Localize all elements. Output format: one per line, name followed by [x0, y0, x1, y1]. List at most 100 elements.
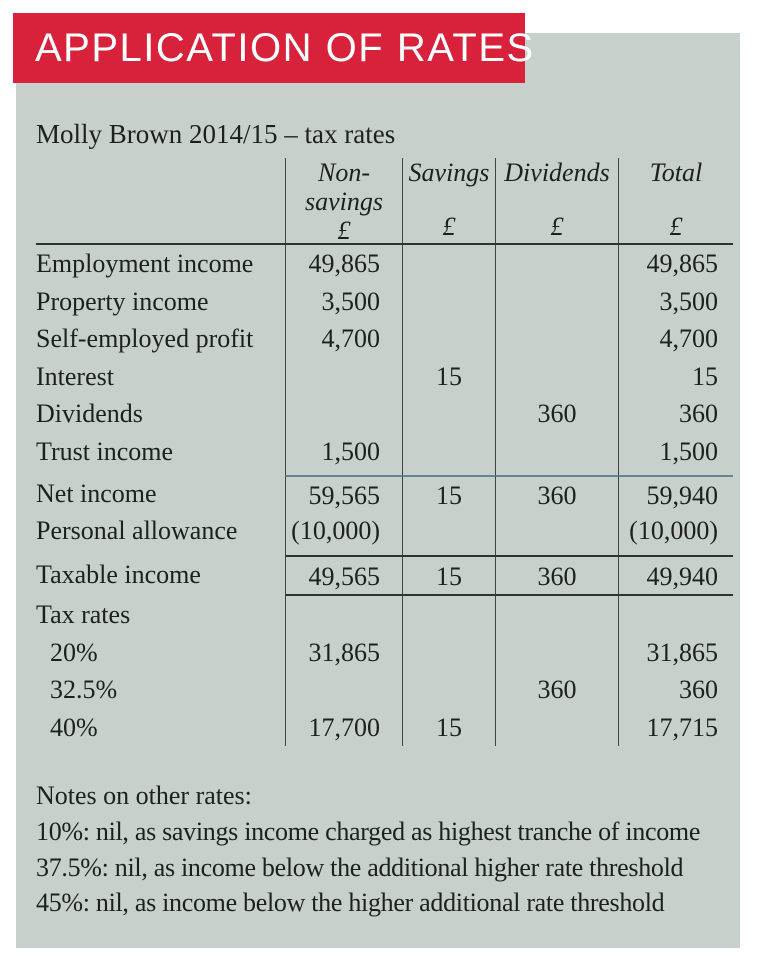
cell-savings [402, 671, 495, 709]
cell-total [618, 596, 733, 634]
cell-dividends [495, 596, 618, 634]
title-banner: APPLICATION OF RATES [13, 13, 533, 83]
cell-dividends: 360 [495, 671, 618, 709]
cell-savings [402, 245, 495, 283]
cell-total: 49,940 [618, 555, 733, 596]
currency-symbol: £ [550, 212, 564, 241]
cell-nonsavings: 59,565 [285, 475, 402, 512]
cell-savings [402, 633, 495, 671]
table-caption: Molly Brown 2014/15 – tax rates [36, 119, 396, 149]
cell-nonsavings: 17,700 [285, 708, 402, 746]
table-row-dividends: Dividends 360 360 [36, 395, 733, 433]
row-label: Personal allowance [36, 516, 238, 545]
table-row-interest: Interest 15 15 [36, 357, 733, 395]
cell-total: 31,865 [618, 633, 733, 671]
row-label: Net income [36, 479, 157, 508]
row-label: 20% [50, 637, 98, 667]
header-savings: Savings £ [402, 158, 495, 243]
spacer-cell [402, 550, 495, 555]
spacer-cell [495, 550, 618, 555]
table-row-net-income: Net income 59,565 15 360 59,940 [36, 475, 733, 512]
currency-symbol: £ [337, 216, 351, 245]
row-label: 32.5% [50, 675, 118, 704]
table-row-rate-40: 40% 17,700 15 17,715 [36, 708, 733, 746]
content-panel: Molly Brown 2014/15 – tax rates Non- sav… [16, 33, 740, 948]
notes-section: Notes on other rates: 10%: nil, as savin… [36, 778, 740, 921]
cell-savings: 15 [402, 357, 495, 395]
header-empty-cell [36, 158, 285, 243]
cell-total: (10,000) [618, 512, 733, 550]
cell-dividends [495, 245, 618, 283]
page-title: APPLICATION OF RATES [35, 25, 535, 70]
row-label: Dividends [36, 399, 143, 428]
cell-savings [402, 512, 495, 550]
row-label: Interest [36, 361, 114, 391]
row-label: Trust income [36, 436, 173, 466]
cell-savings [402, 596, 495, 634]
cell-total: 3,500 [618, 282, 733, 320]
spacer-cell [618, 550, 733, 555]
cell-nonsavings [285, 357, 402, 395]
cell-total: 360 [618, 671, 733, 709]
table-row-tax-rates-header: Tax rates [36, 596, 733, 634]
table-row-trust-income: Trust income 1,500 1,500 [36, 432, 733, 470]
cell-dividends [495, 708, 618, 746]
currency-symbol: £ [669, 212, 683, 241]
cell-total: 1,500 [618, 432, 733, 470]
note-line-37-5pct: 37.5%: nil, as income below the addition… [36, 852, 684, 882]
cell-nonsavings: 31,865 [285, 633, 402, 671]
header-nonsavings-line2: savings [305, 187, 383, 216]
row-label: Tax rates [36, 600, 131, 629]
cell-nonsavings: 4,700 [285, 320, 402, 358]
cell-nonsavings [285, 596, 402, 634]
row-label: Taxable income [36, 560, 201, 589]
row-label: Employment income [36, 249, 254, 278]
cell-nonsavings: 1,500 [285, 432, 402, 470]
spacer-row [36, 550, 733, 555]
table-header-row: Non- savings £ Savings £ Dividends £ Tot… [36, 158, 733, 245]
header-total-label: Total [649, 158, 703, 187]
table-row-self-employed-profit: Self-employed profit 4,700 4,700 [36, 320, 733, 358]
table-row-employment-income: Employment income 49,865 49,865 [36, 245, 733, 283]
table-row-rate-20: 20% 31,865 31,865 [36, 633, 733, 671]
cell-dividends [495, 282, 618, 320]
spacer-cell [495, 470, 618, 475]
cell-total: 360 [618, 395, 733, 433]
cell-savings [402, 282, 495, 320]
cell-dividends [495, 512, 618, 550]
cell-nonsavings: 49,565 [285, 555, 402, 596]
spacer-cell [285, 550, 402, 555]
table-row-property-income: Property income 3,500 3,500 [36, 282, 733, 320]
spacer-cell [285, 470, 402, 475]
header-dividends-label: Dividends [504, 158, 610, 187]
row-label: Self-employed profit [36, 324, 254, 353]
cell-dividends [495, 357, 618, 395]
cell-dividends [495, 633, 618, 671]
cell-total: 17,715 [618, 708, 733, 746]
cell-nonsavings: 3,500 [285, 282, 402, 320]
note-line-10pct: 10%: nil, as savings income charged as h… [36, 817, 701, 846]
cell-savings: 15 [402, 708, 495, 746]
cell-total: 49,865 [618, 245, 733, 283]
table-row-taxable-income: Taxable income 49,565 15 360 49,940 [36, 555, 733, 596]
cell-dividends: 360 [495, 555, 618, 596]
header-nonsavings: Non- savings £ [285, 158, 402, 245]
cell-savings: 15 [402, 475, 495, 512]
spacer-cell [402, 470, 495, 475]
cell-dividends [495, 320, 618, 358]
cell-nonsavings [285, 395, 402, 433]
cell-savings [402, 320, 495, 358]
table-row-rate-32-5: 32.5% 360 360 [36, 671, 733, 709]
table-row-personal-allowance: Personal allowance (10,000) (10,000) [36, 512, 733, 550]
header-dividends: Dividends £ [495, 158, 618, 243]
spacer-cell [618, 470, 733, 475]
cell-savings [402, 432, 495, 470]
row-label: Property income [36, 286, 209, 316]
cell-total: 15 [618, 357, 733, 395]
cell-dividends: 360 [495, 475, 618, 512]
header-nonsavings-line1: Non- [318, 158, 370, 187]
cell-savings [402, 395, 495, 433]
header-savings-label: Savings [408, 158, 490, 187]
row-label: 40% [50, 712, 98, 742]
